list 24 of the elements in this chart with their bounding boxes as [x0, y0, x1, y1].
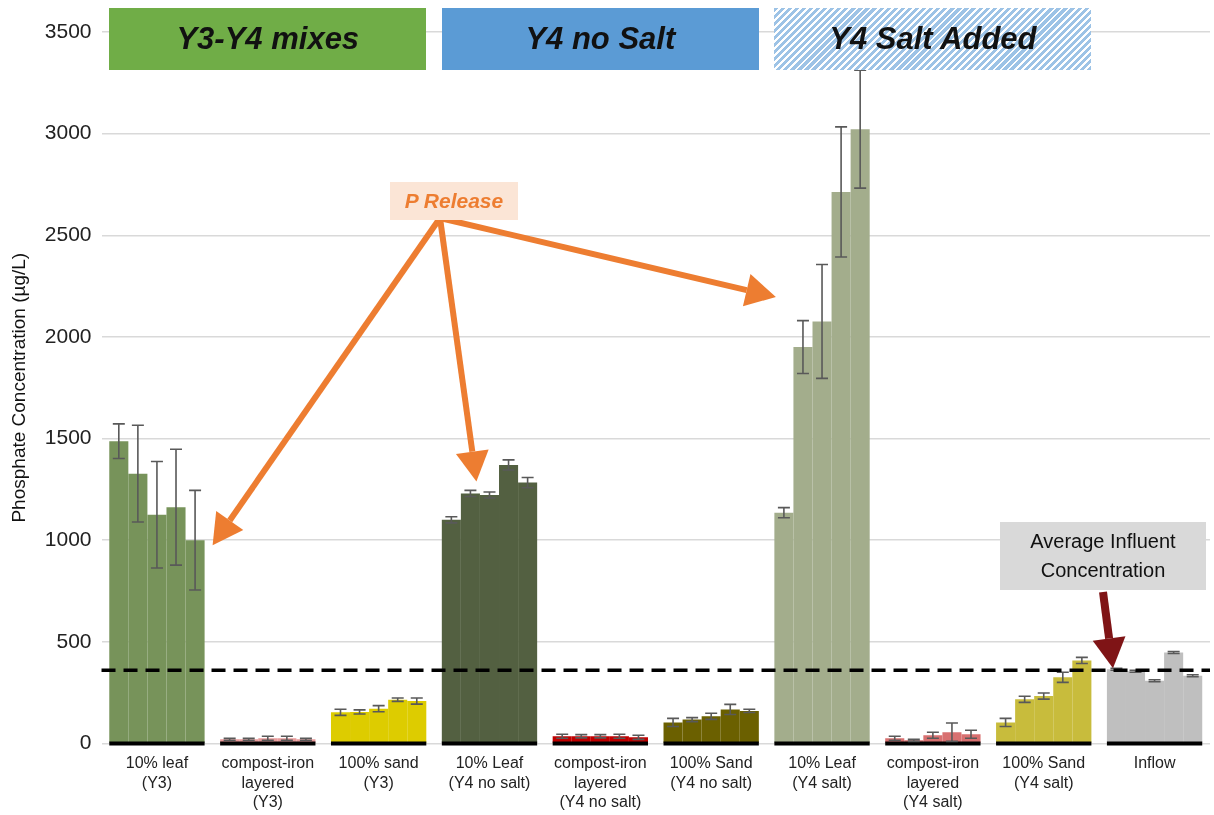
- heading-banner: Y4 no Salt: [441, 8, 759, 70]
- y-tick-label: 1500: [44, 425, 92, 449]
- x-tick-label: compost-iron layered (Y3): [221, 754, 315, 810]
- y-tick-label: 2000: [44, 323, 92, 347]
- y-axis-title: Phosphate Concentration (µg/L): [7, 252, 29, 523]
- x-tick-label: compost-iron layered (Y4 no salt): [554, 754, 647, 810]
- y-tick-label: 0: [79, 730, 92, 754]
- y-tick-label: 2500: [44, 222, 92, 246]
- x-tick-label: Inflow: [1133, 754, 1176, 772]
- ref-line-label: Average Influent Concentration: [1000, 522, 1206, 590]
- y-tick-label: 3500: [44, 18, 92, 42]
- heading-banner: Y3-Y4 mixes: [109, 8, 427, 70]
- x-tick-label: 10% Leaf (Y4 no salt): [448, 754, 531, 791]
- x-tick-label: 100% Sand (Y4 salt): [1002, 754, 1086, 791]
- x-tick-label: 100% Sand (Y4 no salt): [669, 754, 753, 791]
- x-tick-label: 10% leaf (Y3): [125, 754, 189, 791]
- x-tick-label: 100% sand (Y3): [338, 754, 419, 791]
- annotation: P Release: [390, 182, 518, 220]
- y-tick-label: 1000: [44, 526, 92, 550]
- y-tick-label: 500: [56, 628, 92, 652]
- y-tick-label: 3000: [44, 120, 92, 144]
- x-tick-label: 10% Leaf (Y4 salt): [788, 754, 857, 791]
- x-tick-label: compost-iron layered (Y4 salt): [886, 754, 980, 810]
- heading-banner: Y4 Salt Added: [774, 8, 1092, 70]
